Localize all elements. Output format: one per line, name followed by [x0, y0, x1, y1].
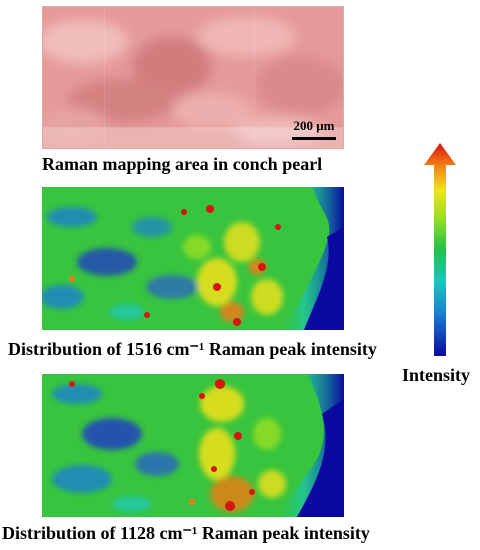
scale-bar-label: 200 μm [293, 118, 335, 133]
caption-map-1516: Distribution of 1516 cm⁻¹ Raman peak int… [8, 339, 377, 359]
intensity-label: Intensity [402, 365, 471, 385]
raman-map-1516 [42, 187, 344, 330]
scale-bar: 200 μm [290, 118, 338, 148]
intensity-arrow [424, 143, 456, 356]
scale-bar-line [292, 137, 336, 140]
caption-pearl: Raman mapping area in conch pearl [42, 154, 323, 174]
caption-map-1128: Distribution of 1128 cm⁻¹ Raman peak int… [2, 523, 370, 543]
raman-map-1128 [42, 374, 344, 517]
